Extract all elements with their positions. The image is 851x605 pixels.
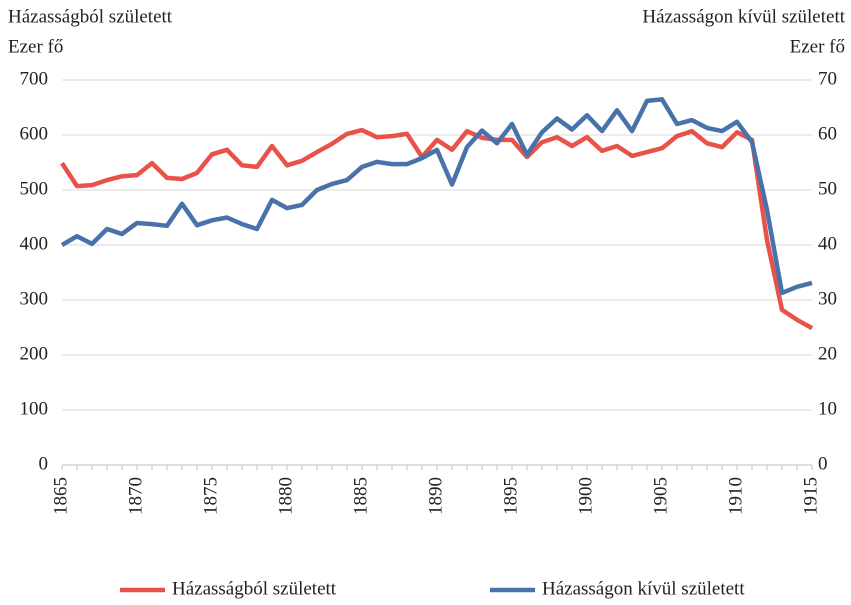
series-line <box>60 127 814 331</box>
y-tick-label: 600 <box>20 123 49 144</box>
x-tick-label: 1870 <box>125 477 146 515</box>
x-tick-label: 1875 <box>200 477 221 515</box>
y2-unit: Ezer fő <box>790 36 845 57</box>
y-tick-label: 500 <box>20 178 49 199</box>
x-tick-label: 1880 <box>275 477 296 515</box>
x-tick-label: 1895 <box>500 477 521 515</box>
y2-tick-label: 0 <box>818 453 828 474</box>
x-tick-label: 1915 <box>800 477 821 515</box>
y2-tick-label: 70 <box>818 68 837 89</box>
x-tick-label: 1905 <box>650 477 671 515</box>
y-tick-label: 700 <box>20 68 49 89</box>
x-tick-label: 1890 <box>425 477 446 515</box>
y2-tick-label: 60 <box>818 123 837 144</box>
x-tick-label: 1900 <box>575 477 596 515</box>
y2-tick-label: 30 <box>818 288 837 309</box>
y-tick-label: 200 <box>20 343 49 364</box>
y-unit: Ezer fő <box>8 36 63 57</box>
x-tick-label: 1865 <box>50 477 71 515</box>
legend-label: Házasságból született <box>172 578 337 599</box>
y2-tick-label: 20 <box>818 343 837 364</box>
y2-tick-label: 50 <box>818 178 837 199</box>
y2-tick-label: 10 <box>818 398 837 419</box>
y-tick-label: 100 <box>20 398 49 419</box>
y-tick-label: 0 <box>39 453 49 474</box>
y-title: Házasságból született <box>8 6 173 27</box>
legend-label: Házasságon kívül született <box>542 578 745 599</box>
x-tick-label: 1910 <box>725 477 746 515</box>
y2-tick-label: 40 <box>818 233 837 254</box>
y-tick-label: 400 <box>20 233 49 254</box>
series-line <box>60 97 813 296</box>
y-tick-label: 300 <box>20 288 49 309</box>
y2-title: Házasságon kívül született <box>642 6 845 27</box>
x-tick-label: 1885 <box>350 477 371 515</box>
